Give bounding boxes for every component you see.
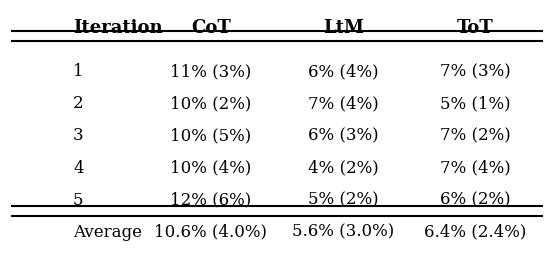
Text: 5: 5 (73, 192, 84, 209)
Text: 5% (2%): 5% (2%) (308, 192, 378, 209)
Text: 2: 2 (73, 95, 84, 112)
Text: 7% (4%): 7% (4%) (308, 95, 378, 112)
Text: 12% (6%): 12% (6%) (170, 192, 252, 209)
Text: LtM: LtM (322, 20, 363, 37)
Text: Average: Average (73, 224, 142, 240)
Text: 10% (2%): 10% (2%) (170, 95, 252, 112)
Text: CoT: CoT (191, 20, 230, 37)
Text: 10% (5%): 10% (5%) (170, 127, 252, 144)
Text: 7% (4%): 7% (4%) (440, 160, 511, 177)
Text: Iteration: Iteration (73, 20, 163, 37)
Text: 6% (2%): 6% (2%) (440, 192, 511, 209)
Text: 5.6% (3.0%): 5.6% (3.0%) (292, 224, 394, 240)
Text: 5% (1%): 5% (1%) (440, 95, 511, 112)
Text: 4: 4 (73, 160, 84, 177)
Text: 10% (4%): 10% (4%) (170, 160, 252, 177)
Text: 6% (3%): 6% (3%) (308, 127, 378, 144)
Text: 6.4% (2.4%): 6.4% (2.4%) (424, 224, 527, 240)
Text: 7% (2%): 7% (2%) (440, 127, 511, 144)
Text: 6% (4%): 6% (4%) (308, 63, 378, 80)
Text: 10.6% (4.0%): 10.6% (4.0%) (155, 224, 268, 240)
Text: 1: 1 (73, 63, 84, 80)
Text: ToT: ToT (457, 20, 494, 37)
Text: 4% (2%): 4% (2%) (308, 160, 378, 177)
Text: 11% (3%): 11% (3%) (170, 63, 252, 80)
Text: 3: 3 (73, 127, 84, 144)
Text: 7% (3%): 7% (3%) (440, 63, 511, 80)
